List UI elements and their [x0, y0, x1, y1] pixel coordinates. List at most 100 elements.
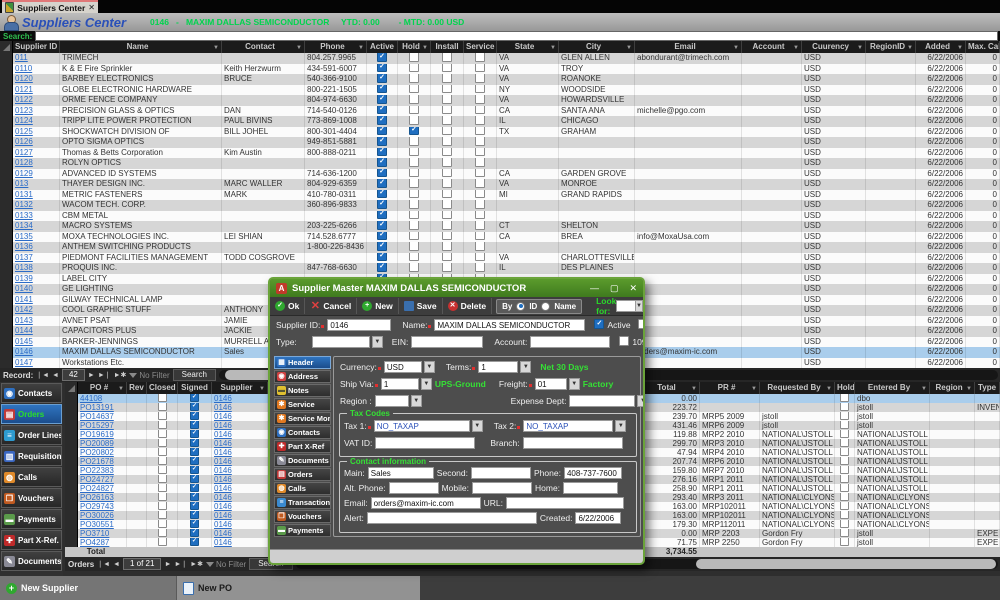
cell-id[interactable]: 0133 [13, 210, 60, 221]
hold-checkbox[interactable] [409, 63, 419, 73]
cell-sel[interactable] [65, 457, 78, 466]
chevron-down-icon[interactable]: ▼ [410, 395, 422, 407]
install-checkbox[interactable] [442, 74, 452, 83]
cell-supplier[interactable]: 0146 [212, 394, 268, 403]
cell-sel[interactable] [0, 158, 13, 169]
cell-active[interactable] [367, 189, 398, 200]
supplier-id-field[interactable]: 0146 [327, 319, 392, 331]
hold-checkbox[interactable] [409, 210, 419, 220]
region-select[interactable] [374, 395, 409, 407]
prev-record-icon[interactable]: ◄ [52, 371, 59, 379]
cell-closed[interactable] [147, 529, 178, 538]
hold-checkbox[interactable] [840, 457, 849, 466]
cell-install[interactable] [431, 63, 464, 74]
sidebar-item-order-lines[interactable]: Order Lines [1, 425, 62, 445]
service-checkbox[interactable] [475, 179, 485, 188]
column-header-entered_by[interactable]: Entered By ▼ [855, 382, 930, 394]
cell-sel[interactable] [0, 315, 13, 326]
cell-sel[interactable] [0, 105, 13, 116]
service-checkbox[interactable] [475, 105, 485, 115]
ship-via-select[interactable]: 1 [380, 378, 419, 390]
dialog-title-bar[interactable]: A Supplier Master MAXIM DALLAS SEMICONDU… [270, 279, 643, 297]
hold-checkbox[interactable] [840, 466, 849, 475]
hold-checkbox[interactable] [840, 439, 849, 448]
cell-service[interactable] [464, 63, 497, 74]
sort-arrow-icon[interactable]: ▼ [626, 45, 632, 51]
cell-active[interactable] [367, 116, 398, 127]
cell-service[interactable] [464, 242, 497, 253]
sidebar-item-part-x-ref-[interactable]: Part X-Ref. [1, 530, 62, 550]
hold-checkbox[interactable] [840, 394, 849, 403]
cell-sel[interactable] [0, 242, 13, 253]
column-header-supplier[interactable]: Supplier ▼ [212, 382, 268, 394]
hold-checkbox[interactable] [840, 511, 849, 520]
service-checkbox[interactable] [475, 210, 485, 220]
cell-install[interactable] [431, 95, 464, 106]
freight-select[interactable]: 01 [534, 378, 567, 390]
cell-hold[interactable] [835, 430, 855, 439]
column-header-currency[interactable]: Cuurency ▼ [802, 41, 866, 53]
orders-horizontal-scrollbar[interactable] [295, 559, 998, 569]
service-checkbox[interactable] [475, 147, 485, 157]
cell-hold[interactable] [398, 95, 431, 106]
service-checkbox[interactable] [475, 200, 485, 209]
cell-service[interactable] [464, 200, 497, 211]
sidebar-item-payments[interactable]: Payments [1, 509, 62, 529]
closed-checkbox[interactable] [157, 511, 167, 520]
column-header-hold[interactable]: Hold▼ [398, 41, 431, 53]
cell-po[interactable]: PO26163 [78, 493, 127, 502]
cell-closed[interactable] [147, 448, 178, 457]
column-header-signed[interactable]: Signed▼ [178, 382, 212, 394]
cell-closed[interactable] [147, 484, 178, 493]
service-checkbox[interactable] [475, 263, 485, 272]
cell-install[interactable] [431, 200, 464, 211]
cell-sel[interactable] [0, 210, 13, 221]
closed-checkbox[interactable] [157, 412, 167, 421]
sort-arrow-icon[interactable]: ▼ [118, 386, 124, 392]
ok-button[interactable]: ✓ Ok [270, 298, 306, 314]
cell-hold[interactable] [398, 221, 431, 232]
chevron-down-icon[interactable]: ▼ [568, 378, 580, 390]
active-checkbox[interactable] [377, 116, 387, 125]
cell-hold[interactable] [398, 105, 431, 116]
sort-arrow-icon[interactable]: ▼ [857, 45, 863, 51]
sort-arrow-icon[interactable]: ▼ [921, 386, 927, 392]
column-header-po[interactable]: PO # ▼ [78, 382, 127, 394]
column-header-contact[interactable]: Contact ▼ [222, 41, 305, 53]
chevron-down-icon[interactable]: ▼ [615, 420, 627, 432]
service-checkbox[interactable] [475, 252, 485, 262]
mobile-field[interactable] [472, 482, 532, 494]
cell-hold[interactable] [835, 511, 855, 520]
active-checkbox[interactable] [377, 252, 387, 262]
cell-po[interactable]: PO3710 [78, 529, 127, 538]
cell-id[interactable]: 0131 [13, 189, 60, 200]
cell-sel[interactable] [0, 294, 13, 305]
hold-checkbox[interactable] [840, 502, 849, 511]
cell-service[interactable] [464, 231, 497, 242]
install-checkbox[interactable] [442, 126, 452, 136]
cell-hold[interactable] [398, 189, 431, 200]
cell-install[interactable] [431, 179, 464, 190]
sort-arrow-icon[interactable]: ▼ [751, 386, 757, 392]
hold-checkbox[interactable] [840, 412, 849, 421]
install-checkbox[interactable] [442, 242, 452, 251]
cell-closed[interactable] [147, 475, 178, 484]
install-checkbox[interactable] [442, 137, 452, 146]
cell-signed[interactable] [178, 475, 212, 484]
cell-closed[interactable] [147, 466, 178, 475]
active-checkbox[interactable] [377, 179, 387, 188]
cell-sel[interactable] [65, 430, 78, 439]
cell-id[interactable]: 0138 [13, 263, 60, 274]
tab-transactions[interactable]: Transactions [274, 496, 331, 509]
vat-id-field[interactable] [375, 437, 476, 449]
tab-close-icon[interactable]: ✕ [88, 3, 95, 12]
cell-active[interactable] [367, 179, 398, 190]
hold-checkbox[interactable] [409, 116, 419, 125]
cell-signed[interactable] [178, 466, 212, 475]
column-header-requested_by[interactable]: Requested By ▼ [760, 382, 835, 394]
hold-checkbox[interactable] [409, 242, 419, 251]
signed-checkbox[interactable] [190, 394, 199, 403]
signed-checkbox[interactable] [190, 430, 199, 439]
cell-sel[interactable] [0, 189, 13, 200]
cell-sel[interactable] [0, 126, 13, 137]
